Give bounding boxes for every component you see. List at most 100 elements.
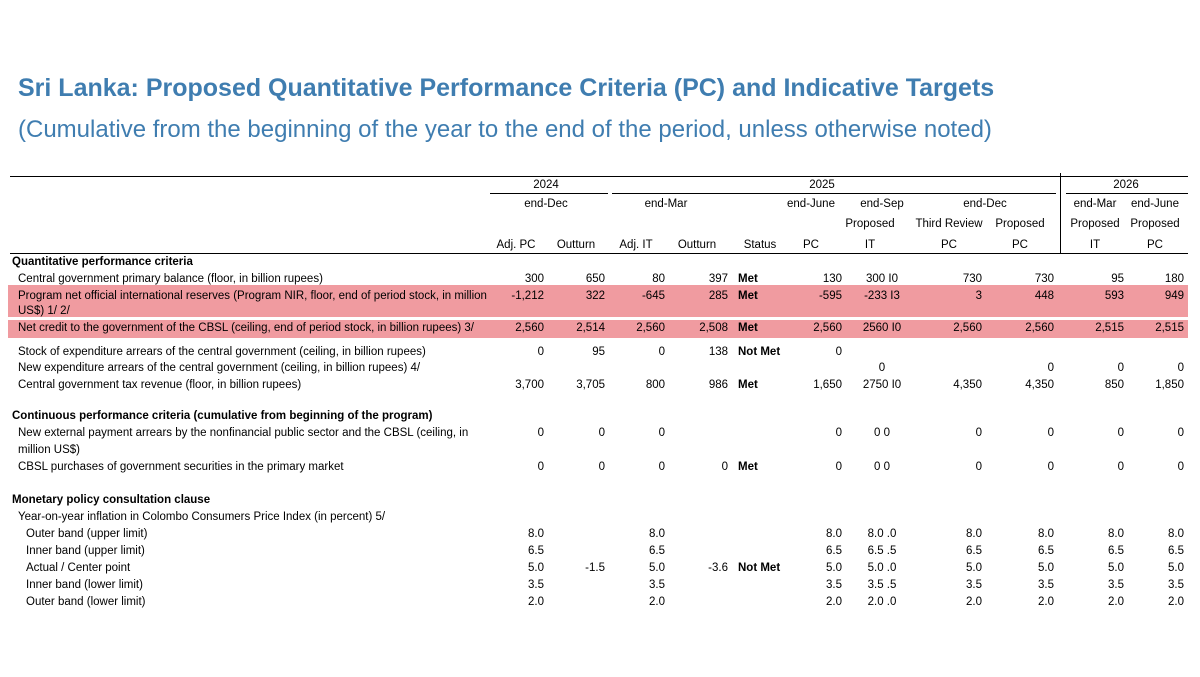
status-cell: Not Met: [738, 346, 781, 358]
value-cell: 322: [585, 290, 605, 302]
header-bottom-rule: [10, 253, 1188, 254]
status-cell: Met: [738, 322, 758, 334]
value-cell: 0: [1117, 362, 1124, 374]
value-cell: 6.5: [966, 545, 982, 557]
value-cell: 0: [878, 362, 886, 374]
hdr-third-review: Third Review: [915, 218, 983, 230]
period-end-sep-2025: end-Sep: [860, 198, 904, 210]
value-cell: 2.0: [528, 596, 544, 608]
value-cell: 2.0: [1108, 596, 1124, 608]
period-end-june-2025: end-June: [787, 198, 835, 210]
period-end-june-2026: end-June: [1131, 198, 1179, 210]
value-cell: 8.0 .0: [867, 528, 897, 540]
value-cell: 2,514: [576, 322, 605, 334]
value-cell: 6.5: [528, 545, 544, 557]
value-cell: 4,350: [1025, 379, 1054, 391]
value-cell: -595: [818, 290, 842, 302]
col-divider: [1060, 173, 1061, 253]
value-cell: 0: [1117, 427, 1124, 439]
value-cell: 1,650: [813, 379, 842, 391]
hdr-proposed-sep: Proposed: [845, 218, 895, 230]
status-cell: Met: [738, 379, 758, 391]
row-label: Net credit to the government of the CBSL…: [18, 322, 474, 334]
value-cell: 95: [1111, 273, 1124, 285]
row-label: CBSL purchases of government securities …: [18, 461, 344, 473]
value-cell: -645: [641, 290, 665, 302]
value-cell: 2,560: [1025, 322, 1054, 334]
value-cell: 3,700: [515, 379, 544, 391]
hdr-proposed-jun26: Proposed: [1130, 218, 1180, 230]
page-subtitle: (Cumulative from the beginning of the ye…: [18, 116, 992, 143]
row-label: Central government tax revenue (floor, i…: [18, 379, 302, 391]
value-cell: 2,560: [636, 322, 665, 334]
value-cell: 6.5: [826, 545, 842, 557]
value-cell: 5.0: [649, 562, 665, 574]
value-cell: 6.5: [1168, 545, 1184, 557]
value-cell: 8.0: [826, 528, 842, 540]
value-cell: 5.0: [966, 562, 982, 574]
value-cell: 8.0: [966, 528, 982, 540]
hdr-proposed-mar26: Proposed: [1070, 218, 1120, 230]
status-cell: Met: [738, 290, 758, 302]
status-cell: Not Met: [738, 562, 781, 574]
section-title: Continuous performance criteria (cumulat…: [12, 410, 433, 422]
value-cell: 0: [1177, 362, 1184, 374]
value-cell: 6.5: [649, 545, 665, 557]
value-cell: 593: [1104, 290, 1124, 302]
value-cell: 300: [524, 273, 544, 285]
col-adj-it: Adj. IT: [619, 239, 653, 251]
value-cell: 2.0: [649, 596, 665, 608]
value-cell: 138: [708, 346, 728, 358]
value-cell: 0: [658, 346, 665, 358]
value-cell: 0: [658, 461, 665, 473]
value-cell: 800: [645, 379, 665, 391]
value-cell: 6.5 .5: [867, 545, 897, 557]
value-cell: -3.6: [708, 562, 728, 574]
value-cell: 5.0: [528, 562, 544, 574]
col-status: Status: [743, 239, 777, 251]
status-cell: Met: [738, 461, 758, 473]
value-cell: 730: [962, 273, 982, 285]
year-2026: 2026: [1113, 179, 1139, 191]
col-pc-third-review: PC: [941, 239, 957, 251]
value-cell: 3.5: [826, 579, 842, 591]
row-label-continued: US$) 1/ 2/: [18, 305, 70, 317]
row-label: New external payment arrears by the nonf…: [18, 427, 469, 439]
value-cell: 2.0: [826, 596, 842, 608]
value-cell: 0: [537, 427, 544, 439]
value-cell: 949: [1164, 290, 1184, 302]
period-end-dec-2024: end-Dec: [524, 198, 568, 210]
value-cell: 650: [585, 273, 605, 285]
value-cell: 2750 I0: [862, 379, 902, 391]
table-top-rule: [10, 176, 1188, 177]
value-cell: 2,515: [1155, 322, 1184, 334]
value-cell: 0: [721, 461, 728, 473]
col-it-mar26: IT: [1089, 239, 1101, 251]
value-cell: 8.0: [1108, 528, 1124, 540]
value-cell: 5.0: [1038, 562, 1054, 574]
value-cell: 2,560: [515, 322, 544, 334]
value-cell: 3,705: [576, 379, 605, 391]
value-cell: 0: [1177, 427, 1184, 439]
row-label: Outer band (upper limit): [26, 528, 148, 540]
value-cell: 3.5: [966, 579, 982, 591]
value-cell: 850: [1104, 379, 1124, 391]
value-cell: 0: [658, 427, 665, 439]
highlight-band-nir: [8, 285, 1188, 317]
value-cell: 5.0 .0: [867, 562, 897, 574]
value-cell: 730: [1034, 273, 1054, 285]
row-label: Stock of expenditure arrears of the cent…: [18, 346, 426, 358]
col-outturn-2024: Outturn: [556, 239, 596, 251]
value-cell: 2,560: [953, 322, 982, 334]
value-cell: 0: [1177, 461, 1184, 473]
value-cell: 0: [537, 461, 544, 473]
row-label: Program net official international reser…: [18, 290, 487, 302]
value-cell: 0: [975, 461, 982, 473]
col-outturn-2025: Outturn: [677, 239, 717, 251]
value-cell: -233 I3: [864, 290, 900, 302]
period-end-mar-2025: end-Mar: [644, 198, 688, 210]
value-cell: 180: [1164, 273, 1184, 285]
row-label: Central government primary balance (floo…: [18, 273, 323, 285]
value-cell: 6.5: [1038, 545, 1054, 557]
value-cell: 8.0: [1038, 528, 1054, 540]
